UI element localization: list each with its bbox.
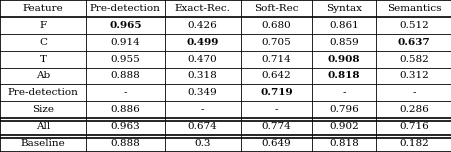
Text: F: F bbox=[39, 21, 46, 30]
Text: 0.963: 0.963 bbox=[110, 122, 140, 131]
Text: Ab: Ab bbox=[36, 71, 50, 81]
Text: 0.888: 0.888 bbox=[110, 71, 140, 81]
Text: 0.318: 0.318 bbox=[187, 71, 217, 81]
Text: 0.705: 0.705 bbox=[261, 38, 290, 47]
Text: Pre-detection: Pre-detection bbox=[8, 88, 78, 97]
Text: -: - bbox=[411, 88, 415, 97]
Text: Baseline: Baseline bbox=[21, 139, 65, 148]
Text: 0.861: 0.861 bbox=[328, 21, 358, 30]
Text: 0.818: 0.818 bbox=[328, 139, 358, 148]
Text: 0.902: 0.902 bbox=[328, 122, 358, 131]
Text: -: - bbox=[123, 88, 127, 97]
Text: 0.859: 0.859 bbox=[328, 38, 358, 47]
Text: Semantics: Semantics bbox=[386, 4, 440, 13]
Text: 0.649: 0.649 bbox=[261, 139, 290, 148]
Text: T: T bbox=[39, 55, 46, 64]
Text: 0.914: 0.914 bbox=[110, 38, 140, 47]
Text: 0.908: 0.908 bbox=[327, 55, 359, 64]
Text: 0.888: 0.888 bbox=[110, 139, 140, 148]
Text: 0.312: 0.312 bbox=[398, 71, 428, 81]
Text: 0.886: 0.886 bbox=[110, 105, 140, 114]
Text: Pre-detection: Pre-detection bbox=[90, 4, 161, 13]
Text: 0.642: 0.642 bbox=[261, 71, 290, 81]
Text: 0.349: 0.349 bbox=[187, 88, 217, 97]
Text: -: - bbox=[274, 105, 277, 114]
Text: 0.426: 0.426 bbox=[187, 21, 217, 30]
Text: 0.674: 0.674 bbox=[187, 122, 217, 131]
Text: Size: Size bbox=[32, 105, 54, 114]
Text: 0.714: 0.714 bbox=[261, 55, 290, 64]
Text: 0.680: 0.680 bbox=[261, 21, 290, 30]
Text: C: C bbox=[39, 38, 47, 47]
Text: 0.582: 0.582 bbox=[398, 55, 428, 64]
Text: Exact-Rec.: Exact-Rec. bbox=[175, 4, 230, 13]
Text: 0.965: 0.965 bbox=[109, 21, 141, 30]
Text: 0.716: 0.716 bbox=[398, 122, 428, 131]
Text: 0.818: 0.818 bbox=[327, 71, 359, 81]
Text: Syntax: Syntax bbox=[325, 4, 361, 13]
Text: 0.286: 0.286 bbox=[398, 105, 428, 114]
Text: -: - bbox=[341, 88, 345, 97]
Text: 0.719: 0.719 bbox=[259, 88, 292, 97]
Text: -: - bbox=[200, 105, 204, 114]
Text: 0.512: 0.512 bbox=[398, 21, 428, 30]
Text: 0.955: 0.955 bbox=[110, 55, 140, 64]
Text: All: All bbox=[36, 122, 50, 131]
Text: Soft-Rec: Soft-Rec bbox=[253, 4, 298, 13]
Text: 0.774: 0.774 bbox=[261, 122, 290, 131]
Text: Feature: Feature bbox=[23, 4, 63, 13]
Text: 0.637: 0.637 bbox=[397, 38, 429, 47]
Text: 0.796: 0.796 bbox=[328, 105, 358, 114]
Text: 0.499: 0.499 bbox=[186, 38, 218, 47]
Text: 0.182: 0.182 bbox=[398, 139, 428, 148]
Text: 0.3: 0.3 bbox=[194, 139, 211, 148]
Text: 0.470: 0.470 bbox=[187, 55, 217, 64]
